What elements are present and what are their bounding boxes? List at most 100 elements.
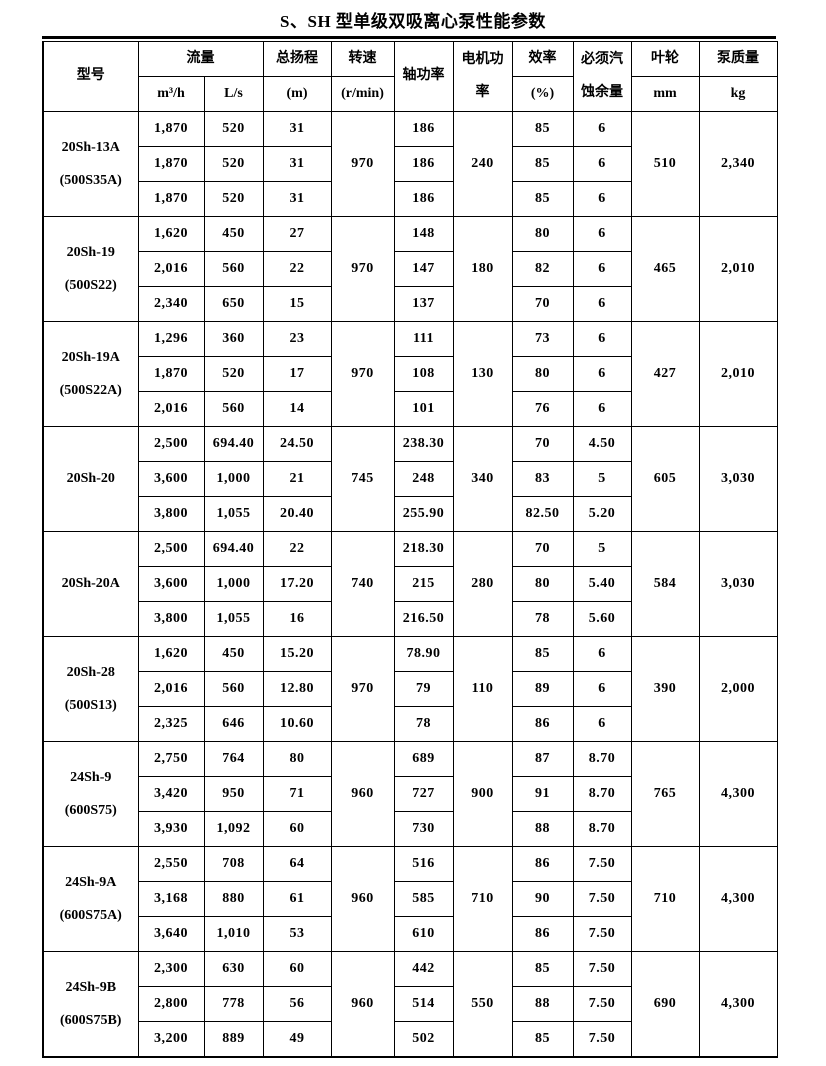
- speed-cell: 970: [330, 111, 395, 217]
- head-cell: 80: [262, 741, 332, 777]
- speed-cell: 970: [330, 321, 395, 427]
- efficiency-cell: 76: [511, 391, 574, 427]
- efficiency-cell: 88: [511, 811, 574, 847]
- model-name: 20Sh-28: [66, 665, 115, 681]
- table-row: 3,800 1,055 16 216.50 78 5.60: [43, 601, 777, 637]
- npsh-cell: 5.20: [572, 496, 632, 532]
- mass-cell: 3,030: [698, 531, 778, 637]
- efficiency-cell: 83: [511, 461, 574, 497]
- efficiency-cell: 80: [511, 216, 574, 252]
- flow-m3h-cell: 3,600: [137, 461, 205, 497]
- table-row: 3,600 1,000 17.20 215 80 5.40: [43, 566, 777, 602]
- speed-cell: 970: [330, 636, 395, 742]
- impeller-cell: 690: [630, 951, 700, 1058]
- header-mass: 泵质量: [698, 41, 778, 77]
- efficiency-cell: 70: [511, 286, 574, 322]
- table-header: 型号 流量 总扬程 转速 轴功率 电机功率 效率 必须汽蚀余量 叶轮 泵质量 m…: [42, 41, 778, 112]
- shaft-power-cell: 218.30: [393, 531, 454, 567]
- efficiency-cell: 86: [511, 846, 574, 882]
- mass-cell: 3,030: [698, 426, 778, 532]
- shaft-power-cell: 108: [393, 356, 454, 392]
- header-efficiency-unit: (%): [511, 76, 574, 112]
- head-cell: 24.50: [262, 426, 332, 462]
- flow-ls-cell: 360: [203, 321, 264, 357]
- head-cell: 31: [262, 181, 332, 217]
- shaft-power-cell: 215: [393, 566, 454, 602]
- flow-ls-cell: 1,010: [203, 916, 264, 952]
- mass-cell: 4,300: [698, 951, 778, 1058]
- motor-power-cell: 710: [452, 846, 513, 952]
- flow-ls-cell: 694.40: [203, 531, 264, 567]
- mass-cell: 4,300: [698, 846, 778, 952]
- table-row: 3,200 889 49 502 85 7.50: [43, 1021, 777, 1058]
- shaft-power-cell: 610: [393, 916, 454, 952]
- model-name: 20Sh-19: [66, 245, 115, 261]
- flow-ls-cell: 1,055: [203, 496, 264, 532]
- head-cell: 22: [262, 251, 332, 287]
- flow-m3h-cell: 1,870: [137, 146, 205, 182]
- header-head: 总扬程: [262, 41, 332, 77]
- flow-ls-cell: 1,000: [203, 461, 264, 497]
- table-row: 20Sh-13A (500S35A) 1,870 520 31 970 186 240 85 6 5…: [42, 111, 778, 217]
- shaft-power-cell: 689: [393, 741, 454, 777]
- header-impeller-unit: mm: [630, 76, 700, 112]
- efficiency-cell: 89: [511, 671, 574, 707]
- npsh-cell: 6: [572, 251, 632, 287]
- table-row: 2,325 646 10.60 78 86 6: [43, 706, 777, 742]
- npsh-cell: 7.50: [572, 986, 632, 1022]
- flow-m3h-cell: 1,870: [137, 356, 205, 392]
- head-cell: 64: [262, 846, 332, 882]
- flow-ls-cell: 1,055: [203, 601, 264, 637]
- motor-power-cell: 240: [452, 111, 513, 217]
- model-cell: 20Sh-28 (500S13): [42, 636, 139, 742]
- model-code: (500S22A): [59, 382, 122, 398]
- head-cell: 31: [262, 111, 332, 147]
- model-name: 24Sh-9A: [65, 875, 117, 891]
- motor-power-cell: 900: [452, 741, 513, 847]
- flow-ls-cell: 1,092: [203, 811, 264, 847]
- table-row: 2,016 560 14 101 76 6: [43, 391, 777, 427]
- speed-cell: 960: [330, 846, 395, 952]
- flow-ls-cell: 520: [203, 181, 264, 217]
- impeller-cell: 710: [630, 846, 700, 952]
- table-row: 3,800 1,055 20.40 255.90 82.50 5.20: [43, 496, 777, 532]
- efficiency-cell: 85: [511, 146, 574, 182]
- head-cell: 20.40: [262, 496, 332, 532]
- head-cell: 23: [262, 321, 332, 357]
- flow-m3h-cell: 2,500: [137, 426, 205, 462]
- npsh-cell: 6: [572, 216, 632, 252]
- flow-ls-cell: 560: [203, 671, 264, 707]
- model-cell: 20Sh-13A (500S35A): [42, 111, 139, 217]
- flow-m3h-cell: 1,620: [137, 216, 205, 252]
- head-cell: 60: [262, 811, 332, 847]
- npsh-cell: 6: [572, 321, 632, 357]
- shaft-power-cell: 248: [393, 461, 454, 497]
- npsh-cell: 6: [572, 356, 632, 392]
- head-cell: 12.80: [262, 671, 332, 707]
- model-code: (500S35A): [59, 172, 122, 188]
- header-model: 型号: [42, 41, 139, 112]
- npsh-cell: 5.60: [572, 601, 632, 637]
- speed-cell: 960: [330, 741, 395, 847]
- pump-parameter-table: 型号 流量 总扬程 转速 轴功率 电机功率 效率 必须汽蚀余量 叶轮 泵质量 m…: [42, 41, 778, 1058]
- efficiency-cell: 73: [511, 321, 574, 357]
- shaft-power-cell: 147: [393, 251, 454, 287]
- flow-m3h-cell: 2,016: [137, 671, 205, 707]
- flow-m3h-cell: 3,800: [137, 601, 205, 637]
- flow-ls-cell: 450: [203, 216, 264, 252]
- head-cell: 60: [262, 951, 332, 987]
- motor-power-cell: 280: [452, 531, 513, 637]
- mass-cell: 2,000: [698, 636, 778, 742]
- flow-ls-cell: 708: [203, 846, 264, 882]
- flow-m3h-cell: 3,168: [137, 881, 205, 917]
- efficiency-cell: 85: [511, 636, 574, 672]
- shaft-power-cell: 111: [393, 321, 454, 357]
- shaft-power-cell: 148: [393, 216, 454, 252]
- table-body: 20Sh-13A (500S35A) 1,870 520 31 970 186 240 85 6 5…: [42, 111, 778, 1058]
- flow-m3h-cell: 3,420: [137, 776, 205, 812]
- npsh-cell: 7.50: [572, 1021, 632, 1058]
- shaft-power-cell: 585: [393, 881, 454, 917]
- npsh-cell: 6: [572, 111, 632, 147]
- npsh-cell: 7.50: [572, 846, 632, 882]
- head-cell: 61: [262, 881, 332, 917]
